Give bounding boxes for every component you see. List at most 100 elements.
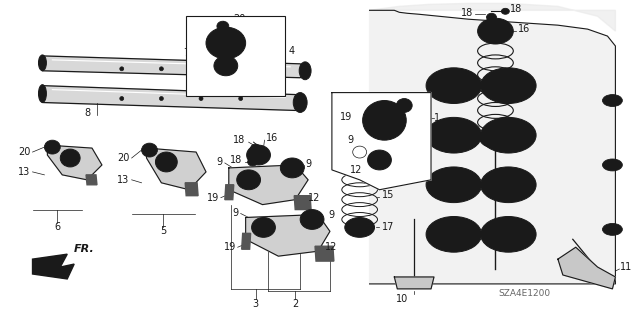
- Text: 14: 14: [518, 84, 531, 93]
- Text: 19: 19: [340, 112, 352, 122]
- Ellipse shape: [501, 8, 509, 14]
- Text: 3: 3: [253, 299, 259, 309]
- Ellipse shape: [447, 82, 461, 90]
- Text: 9: 9: [348, 135, 354, 145]
- Text: 20: 20: [233, 14, 245, 24]
- Ellipse shape: [426, 217, 481, 252]
- Ellipse shape: [426, 167, 481, 203]
- Ellipse shape: [477, 18, 513, 44]
- Ellipse shape: [293, 93, 307, 112]
- Text: 13: 13: [117, 175, 130, 185]
- Polygon shape: [369, 4, 616, 31]
- Ellipse shape: [239, 67, 243, 71]
- Text: 12: 12: [325, 242, 337, 252]
- Ellipse shape: [367, 150, 392, 170]
- Ellipse shape: [300, 210, 324, 229]
- Text: 9: 9: [217, 157, 223, 167]
- Text: 16: 16: [266, 133, 278, 143]
- Polygon shape: [42, 56, 310, 78]
- Ellipse shape: [159, 97, 163, 100]
- Ellipse shape: [447, 230, 461, 238]
- Ellipse shape: [239, 97, 243, 100]
- Polygon shape: [294, 196, 311, 210]
- Text: 12: 12: [349, 165, 362, 175]
- Ellipse shape: [501, 82, 515, 90]
- Polygon shape: [246, 214, 330, 256]
- Polygon shape: [185, 183, 198, 196]
- Ellipse shape: [501, 131, 515, 139]
- Ellipse shape: [252, 218, 275, 237]
- Text: 18: 18: [230, 155, 243, 165]
- Text: 18: 18: [510, 4, 523, 14]
- Polygon shape: [369, 10, 616, 284]
- Text: 12: 12: [308, 193, 321, 203]
- Ellipse shape: [363, 100, 406, 140]
- Text: 17: 17: [381, 222, 394, 233]
- Ellipse shape: [426, 68, 481, 103]
- Polygon shape: [229, 165, 308, 204]
- Ellipse shape: [488, 25, 504, 37]
- Text: 11: 11: [620, 262, 632, 272]
- Ellipse shape: [345, 140, 374, 164]
- Ellipse shape: [481, 68, 536, 103]
- Ellipse shape: [501, 230, 515, 238]
- Bar: [186, 16, 285, 96]
- Ellipse shape: [38, 55, 47, 71]
- Text: 18: 18: [461, 8, 474, 18]
- Text: 6: 6: [54, 222, 60, 233]
- Text: 5: 5: [160, 226, 166, 236]
- Polygon shape: [225, 185, 234, 200]
- Ellipse shape: [217, 21, 229, 31]
- Text: 13: 13: [19, 167, 31, 177]
- Polygon shape: [332, 93, 431, 190]
- Polygon shape: [33, 254, 74, 279]
- Ellipse shape: [486, 13, 497, 21]
- Text: 4: 4: [288, 46, 294, 56]
- Ellipse shape: [481, 217, 536, 252]
- Ellipse shape: [501, 181, 515, 189]
- Text: 19: 19: [207, 193, 219, 203]
- Polygon shape: [147, 148, 206, 190]
- Ellipse shape: [156, 152, 177, 172]
- Text: 15: 15: [381, 190, 394, 200]
- Ellipse shape: [199, 67, 203, 71]
- Ellipse shape: [206, 27, 246, 59]
- Ellipse shape: [120, 97, 124, 100]
- Ellipse shape: [447, 181, 461, 189]
- Text: 9: 9: [328, 210, 334, 219]
- Ellipse shape: [479, 128, 511, 148]
- Text: 19: 19: [223, 242, 236, 252]
- Ellipse shape: [602, 94, 622, 107]
- Text: 17: 17: [518, 133, 531, 143]
- Ellipse shape: [426, 117, 481, 153]
- Ellipse shape: [345, 218, 374, 237]
- Text: 18: 18: [234, 135, 246, 145]
- Ellipse shape: [237, 170, 260, 190]
- Text: 7: 7: [183, 48, 189, 58]
- Ellipse shape: [44, 140, 60, 154]
- Text: FR.: FR.: [74, 244, 95, 254]
- Ellipse shape: [481, 167, 536, 203]
- Ellipse shape: [214, 56, 237, 76]
- Polygon shape: [242, 234, 251, 249]
- Ellipse shape: [141, 143, 157, 157]
- Text: 20: 20: [117, 153, 130, 163]
- Ellipse shape: [248, 158, 257, 166]
- Ellipse shape: [447, 131, 461, 139]
- Text: 10: 10: [396, 294, 408, 304]
- Ellipse shape: [38, 85, 47, 102]
- Polygon shape: [558, 247, 616, 289]
- Ellipse shape: [246, 145, 271, 165]
- Polygon shape: [47, 145, 102, 180]
- Text: SZA4E1200: SZA4E1200: [499, 289, 550, 298]
- Text: 20: 20: [18, 147, 31, 157]
- Polygon shape: [394, 277, 434, 289]
- Text: 9: 9: [232, 208, 239, 218]
- Polygon shape: [315, 246, 334, 261]
- Ellipse shape: [299, 62, 311, 80]
- Ellipse shape: [602, 223, 622, 235]
- Polygon shape: [86, 175, 97, 185]
- Ellipse shape: [602, 159, 622, 171]
- Ellipse shape: [60, 149, 80, 167]
- Ellipse shape: [251, 144, 260, 152]
